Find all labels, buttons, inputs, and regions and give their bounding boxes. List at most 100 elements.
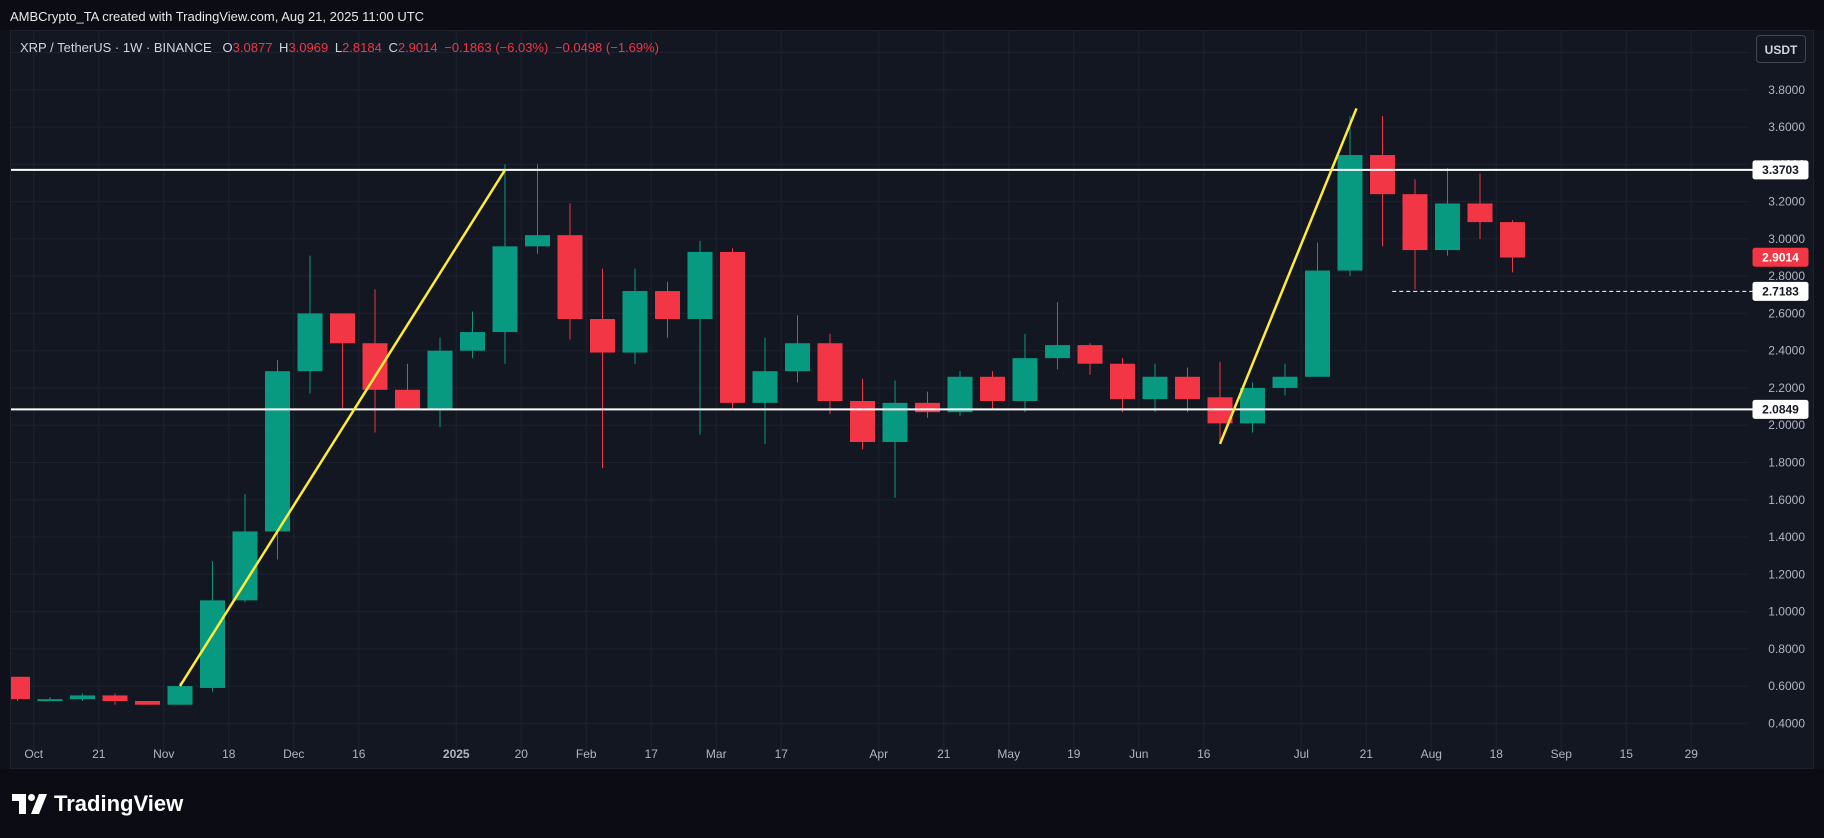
- candle: [752, 337, 778, 444]
- candle: [1337, 115, 1363, 277]
- candle-body: [1240, 387, 1265, 424]
- time-axis-label: 17: [775, 747, 789, 761]
- time-axis-label: Aug: [1421, 747, 1442, 761]
- candle: [525, 164, 550, 254]
- candle: [1467, 173, 1493, 239]
- price-tag-label: 2.7183: [1762, 284, 1799, 298]
- candle: [232, 494, 258, 603]
- candle-body: [1500, 222, 1525, 258]
- candle: [720, 248, 745, 409]
- candle-body: [915, 402, 940, 413]
- candle: [622, 268, 648, 364]
- price-tag: 2.9014: [1752, 247, 1809, 267]
- time-axis-label: 16: [352, 747, 366, 761]
- tradingview-logo[interactable]: TradingView: [12, 790, 183, 818]
- candle: [427, 337, 453, 428]
- candle-body: [1337, 155, 1363, 271]
- price-tag-label: 2.0849: [1762, 402, 1799, 416]
- candle: [850, 378, 875, 450]
- candle: [817, 333, 843, 415]
- legend-close-label: C: [388, 40, 398, 55]
- time-axis-label: 18: [1490, 747, 1504, 761]
- candlestick-chart[interactable]: 0.4000 0.6000 0.8000 1.0000 1.2000 1.4000 1.60…: [0, 0, 1824, 769]
- candle-body: [557, 235, 583, 320]
- time-axis-label: Sep: [1551, 747, 1573, 761]
- price-tag: 2.7183: [1752, 281, 1809, 301]
- legend-open: 3.0877: [232, 40, 273, 55]
- price-axis-label: 0.6000: [1768, 679, 1805, 693]
- trend-line: [1218, 107, 1358, 445]
- candle-body: [590, 319, 615, 353]
- candle: [655, 281, 680, 338]
- candle-body: [37, 699, 63, 702]
- candle: [882, 380, 908, 498]
- candle: [70, 693, 95, 702]
- currency-button[interactable]: USDT: [1756, 35, 1806, 63]
- candle: [102, 693, 128, 705]
- price-tag-label: 3.3703: [1762, 163, 1799, 177]
- time-axis-label: 18: [222, 747, 236, 761]
- time-axis-label: 20: [515, 747, 529, 761]
- candle-body: [395, 389, 420, 409]
- candle-body: [1402, 194, 1428, 251]
- candle-body: [655, 291, 680, 320]
- candle-body: [752, 371, 778, 403]
- legend-change: −0.1863 (−6.03%): [444, 40, 549, 55]
- price-axis-label: 2.6000: [1768, 306, 1805, 320]
- time-axis-label: Dec: [283, 747, 304, 761]
- candle-body: [720, 251, 745, 403]
- price-axis-label: 3.0000: [1768, 232, 1805, 246]
- symbol-legend: XRP / TetherUS · 1W · BINANCE O3.0877 H3…: [20, 38, 662, 58]
- footer-bar: [0, 769, 1824, 838]
- candle-body: [1045, 345, 1070, 359]
- price-tag-box: [1752, 399, 1809, 419]
- candle-body: [785, 343, 810, 372]
- price-tag-label: 2.9014: [1762, 250, 1799, 264]
- candle-body: [980, 376, 1005, 401]
- candle-body: [167, 686, 193, 705]
- time-axis-label: Apr: [869, 747, 888, 761]
- candle-body: [11, 676, 30, 700]
- time-axis-label: 21: [1360, 747, 1374, 761]
- candle-body: [297, 313, 323, 372]
- candle: [915, 391, 940, 418]
- time-axis-label: 2025: [443, 747, 470, 761]
- candle: [1370, 115, 1395, 247]
- candle-body: [1305, 270, 1330, 377]
- price-tag: 3.3703: [1752, 160, 1809, 180]
- candle: [395, 363, 420, 411]
- candle: [1012, 333, 1038, 413]
- price-axis-label: 1.2000: [1768, 567, 1805, 581]
- candle: [460, 311, 485, 359]
- price-axis-label: 1.6000: [1768, 493, 1805, 507]
- candle-body: [1435, 203, 1460, 251]
- candle: [1110, 358, 1135, 413]
- candle-body: [362, 343, 388, 390]
- candle-body: [947, 376, 973, 413]
- legend-symbol: XRP / TetherUS · 1W · BINANCE: [20, 40, 212, 55]
- price-tag-box: [1752, 160, 1809, 180]
- chart-pane[interactable]: [10, 30, 1814, 769]
- legend-low: 2.8184: [342, 40, 382, 55]
- time-axis-label: Oct: [24, 747, 43, 761]
- candle: [297, 255, 323, 394]
- candle-body: [1110, 363, 1135, 400]
- candle-body: [525, 235, 550, 247]
- price-axis-label: 1.8000: [1768, 455, 1805, 469]
- time-axis-label: 19: [1067, 747, 1081, 761]
- attribution-banner: AMBCrypto_TA created with TradingView.co…: [0, 0, 1824, 30]
- candle-body: [232, 531, 258, 601]
- price-axis-label: 1.4000: [1768, 530, 1805, 544]
- time-axis-label: Jun: [1129, 747, 1148, 761]
- price-axis-label: 2.4000: [1768, 344, 1805, 358]
- candle: [135, 701, 160, 705]
- legend-high-label: H: [279, 40, 289, 55]
- candle-body: [135, 701, 160, 705]
- candle-body: [265, 371, 290, 532]
- candle: [362, 289, 388, 433]
- price-axis-label: 2.0000: [1768, 418, 1805, 432]
- time-axis-label: 16: [1197, 747, 1211, 761]
- time-axis-label: 29: [1685, 747, 1699, 761]
- price-axis-label: 2.8000: [1768, 269, 1805, 283]
- candle: [1435, 168, 1460, 256]
